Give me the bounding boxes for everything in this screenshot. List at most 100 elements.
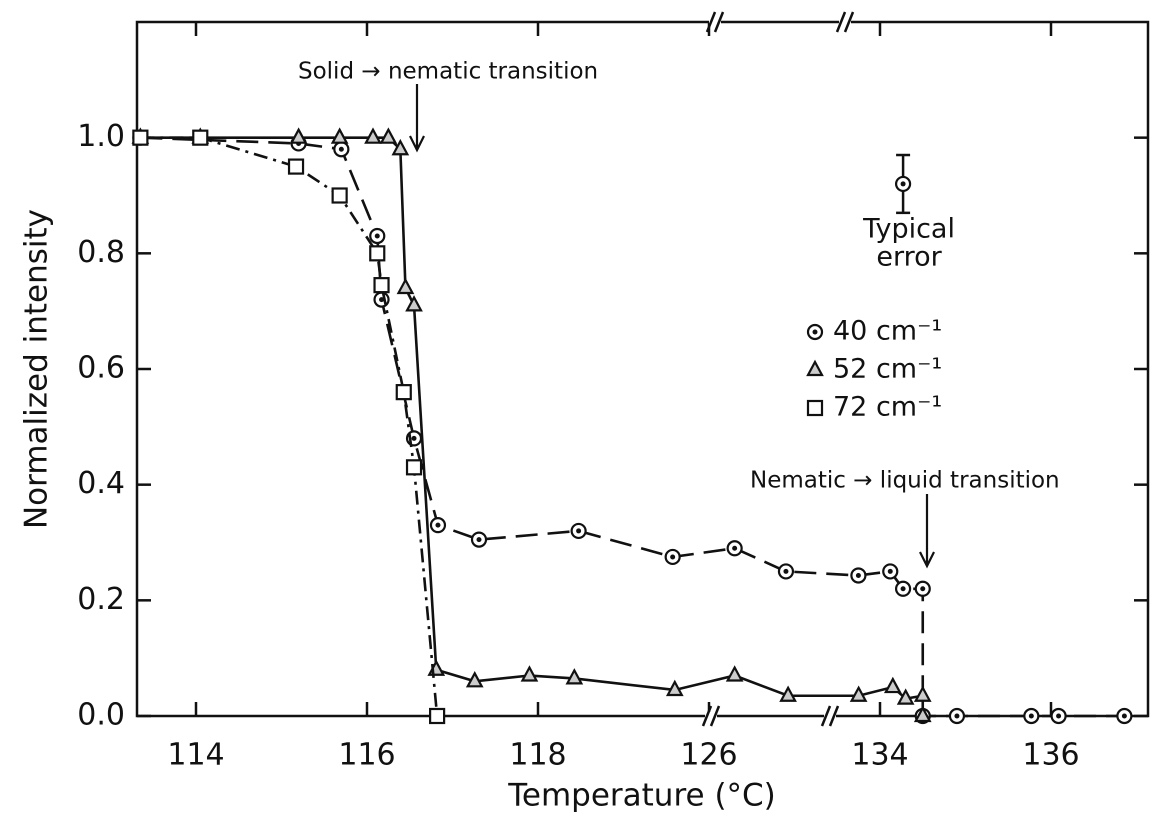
x-tick-label: 134 — [851, 738, 908, 773]
point-marker — [806, 399, 824, 417]
point-marker — [331, 187, 348, 204]
x-tick-label: 114 — [167, 738, 224, 773]
y-tick-label: 0.2 — [77, 582, 125, 617]
circle-dot — [670, 554, 676, 560]
circle-dot — [379, 297, 385, 303]
axis-break — [713, 11, 725, 33]
axis-break — [701, 705, 713, 727]
circle-dot — [374, 233, 380, 239]
circle-dot — [887, 568, 893, 574]
circle-dot — [900, 586, 906, 592]
point-marker — [725, 665, 744, 682]
circle-dot — [732, 545, 738, 551]
circle-dot — [1028, 713, 1034, 719]
axis-break — [820, 705, 832, 727]
point-marker — [287, 158, 305, 175]
axis-break — [843, 11, 855, 33]
y-tick-label: 0.8 — [77, 235, 125, 270]
axis-break-gap — [824, 712, 836, 720]
point-marker — [429, 517, 447, 534]
x-tick-label: 118 — [509, 738, 566, 773]
y-tick-label: 0.0 — [77, 698, 125, 733]
point-marker — [391, 138, 410, 156]
x-tick-label: 136 — [1022, 738, 1079, 773]
point-marker — [914, 580, 931, 597]
circle-dot — [1121, 713, 1127, 719]
point-marker — [520, 665, 539, 682]
point-marker — [779, 685, 797, 702]
point-marker — [465, 670, 484, 688]
y-tick-label: 0.4 — [77, 466, 125, 501]
point-marker — [289, 127, 308, 144]
point-marker — [777, 563, 795, 580]
x-axis-label: Temperature (°C) — [507, 778, 776, 814]
point-marker — [896, 688, 915, 705]
y-tick-label: 1.0 — [77, 119, 125, 154]
circle-dot — [476, 537, 482, 543]
circle-dot — [411, 435, 417, 441]
point-marker — [948, 707, 966, 725]
legend-label: 40 cm⁻¹ — [833, 316, 942, 347]
annotation: Nematic → liquid transition — [750, 468, 1060, 494]
point-marker — [132, 129, 149, 146]
point-marker — [894, 580, 912, 597]
point-marker — [470, 531, 488, 548]
point-marker — [373, 291, 390, 308]
y-axis-label: Normalized intensity — [19, 209, 55, 529]
point-marker — [726, 540, 743, 557]
point-marker — [883, 676, 902, 694]
circle-dot — [783, 568, 789, 574]
point-marker — [364, 127, 382, 144]
axis-break-gap — [839, 18, 851, 26]
point-marker — [665, 679, 684, 697]
circle-dot — [900, 181, 906, 187]
point-marker — [806, 359, 824, 377]
axis-break — [835, 11, 847, 33]
point-marker — [570, 522, 587, 540]
point-marker — [369, 245, 386, 262]
point-marker — [405, 295, 423, 312]
point-marker — [664, 548, 681, 566]
point-marker — [849, 685, 868, 702]
point-marker — [1116, 707, 1133, 725]
circle-dot — [855, 572, 861, 578]
y-tick-label: 0.6 — [77, 351, 125, 386]
error-label: error — [876, 242, 942, 273]
point-marker — [427, 659, 446, 676]
circle-dot — [954, 713, 960, 719]
circle-dot — [1056, 713, 1062, 719]
series-line — [140, 136, 439, 717]
series-line — [140, 136, 1125, 718]
point-marker — [369, 227, 386, 245]
circle-dot — [812, 329, 818, 335]
annotation-arrow — [409, 84, 425, 153]
error-label: Typical — [862, 214, 955, 245]
legend-label: 52 cm⁻¹ — [833, 354, 942, 385]
axis-break — [709, 705, 721, 727]
point-marker — [565, 668, 584, 685]
point-marker — [395, 384, 412, 401]
point-marker — [913, 685, 932, 702]
point-marker — [373, 277, 390, 294]
circle-dot — [435, 522, 441, 528]
point-marker — [882, 563, 899, 580]
x-tick-label: 126 — [680, 738, 737, 773]
point-marker — [894, 175, 912, 193]
point-marker — [1050, 707, 1067, 725]
axis-break — [828, 705, 840, 727]
circle-dot — [338, 146, 344, 152]
point-marker — [330, 127, 349, 144]
point-marker — [396, 277, 415, 295]
point-marker — [405, 459, 423, 476]
circle-dot — [920, 586, 926, 592]
annotation: Solid → nematic transition — [298, 59, 598, 85]
x-tick-label: 116 — [338, 738, 395, 773]
point-marker — [806, 323, 824, 341]
axis-break-gap — [709, 18, 721, 26]
point-marker — [379, 127, 398, 144]
point-marker — [429, 707, 446, 725]
series-line — [140, 136, 925, 716]
point-marker — [192, 129, 209, 146]
point-marker — [1023, 707, 1040, 725]
